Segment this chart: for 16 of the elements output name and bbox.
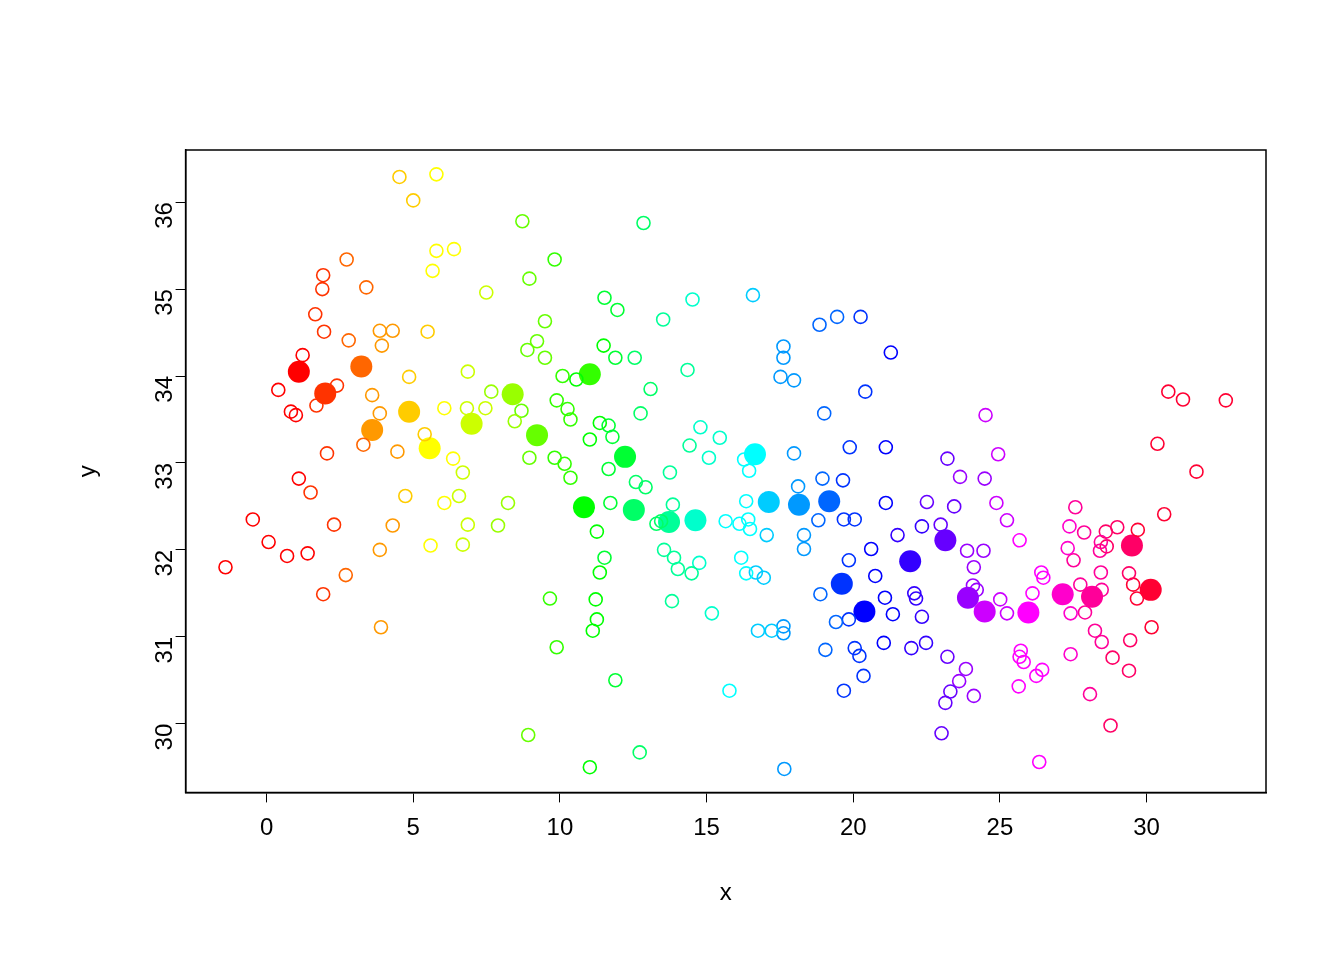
y-tick-label: 32 [150, 549, 178, 577]
y-tick-label: 35 [150, 289, 178, 316]
y-tick-label: 31 [150, 636, 178, 664]
y-tick-label: 34 [150, 376, 178, 403]
x-tick-label: 5 [406, 813, 420, 841]
x-tick-label: 0 [259, 813, 274, 841]
x-tick-label: 20 [839, 813, 867, 841]
x-tick-label: 15 [693, 813, 720, 841]
y-tick-label: 30 [150, 723, 178, 751]
y-tick-label: 36 [150, 202, 178, 229]
x-axis-title: x [719, 878, 732, 906]
x-tick-label: 30 [1133, 813, 1160, 841]
y-axis-title: y [73, 465, 101, 478]
x-tick-label: 10 [546, 813, 574, 841]
x-tick-label: 25 [986, 813, 1014, 841]
y-tick-label: 33 [150, 462, 178, 490]
